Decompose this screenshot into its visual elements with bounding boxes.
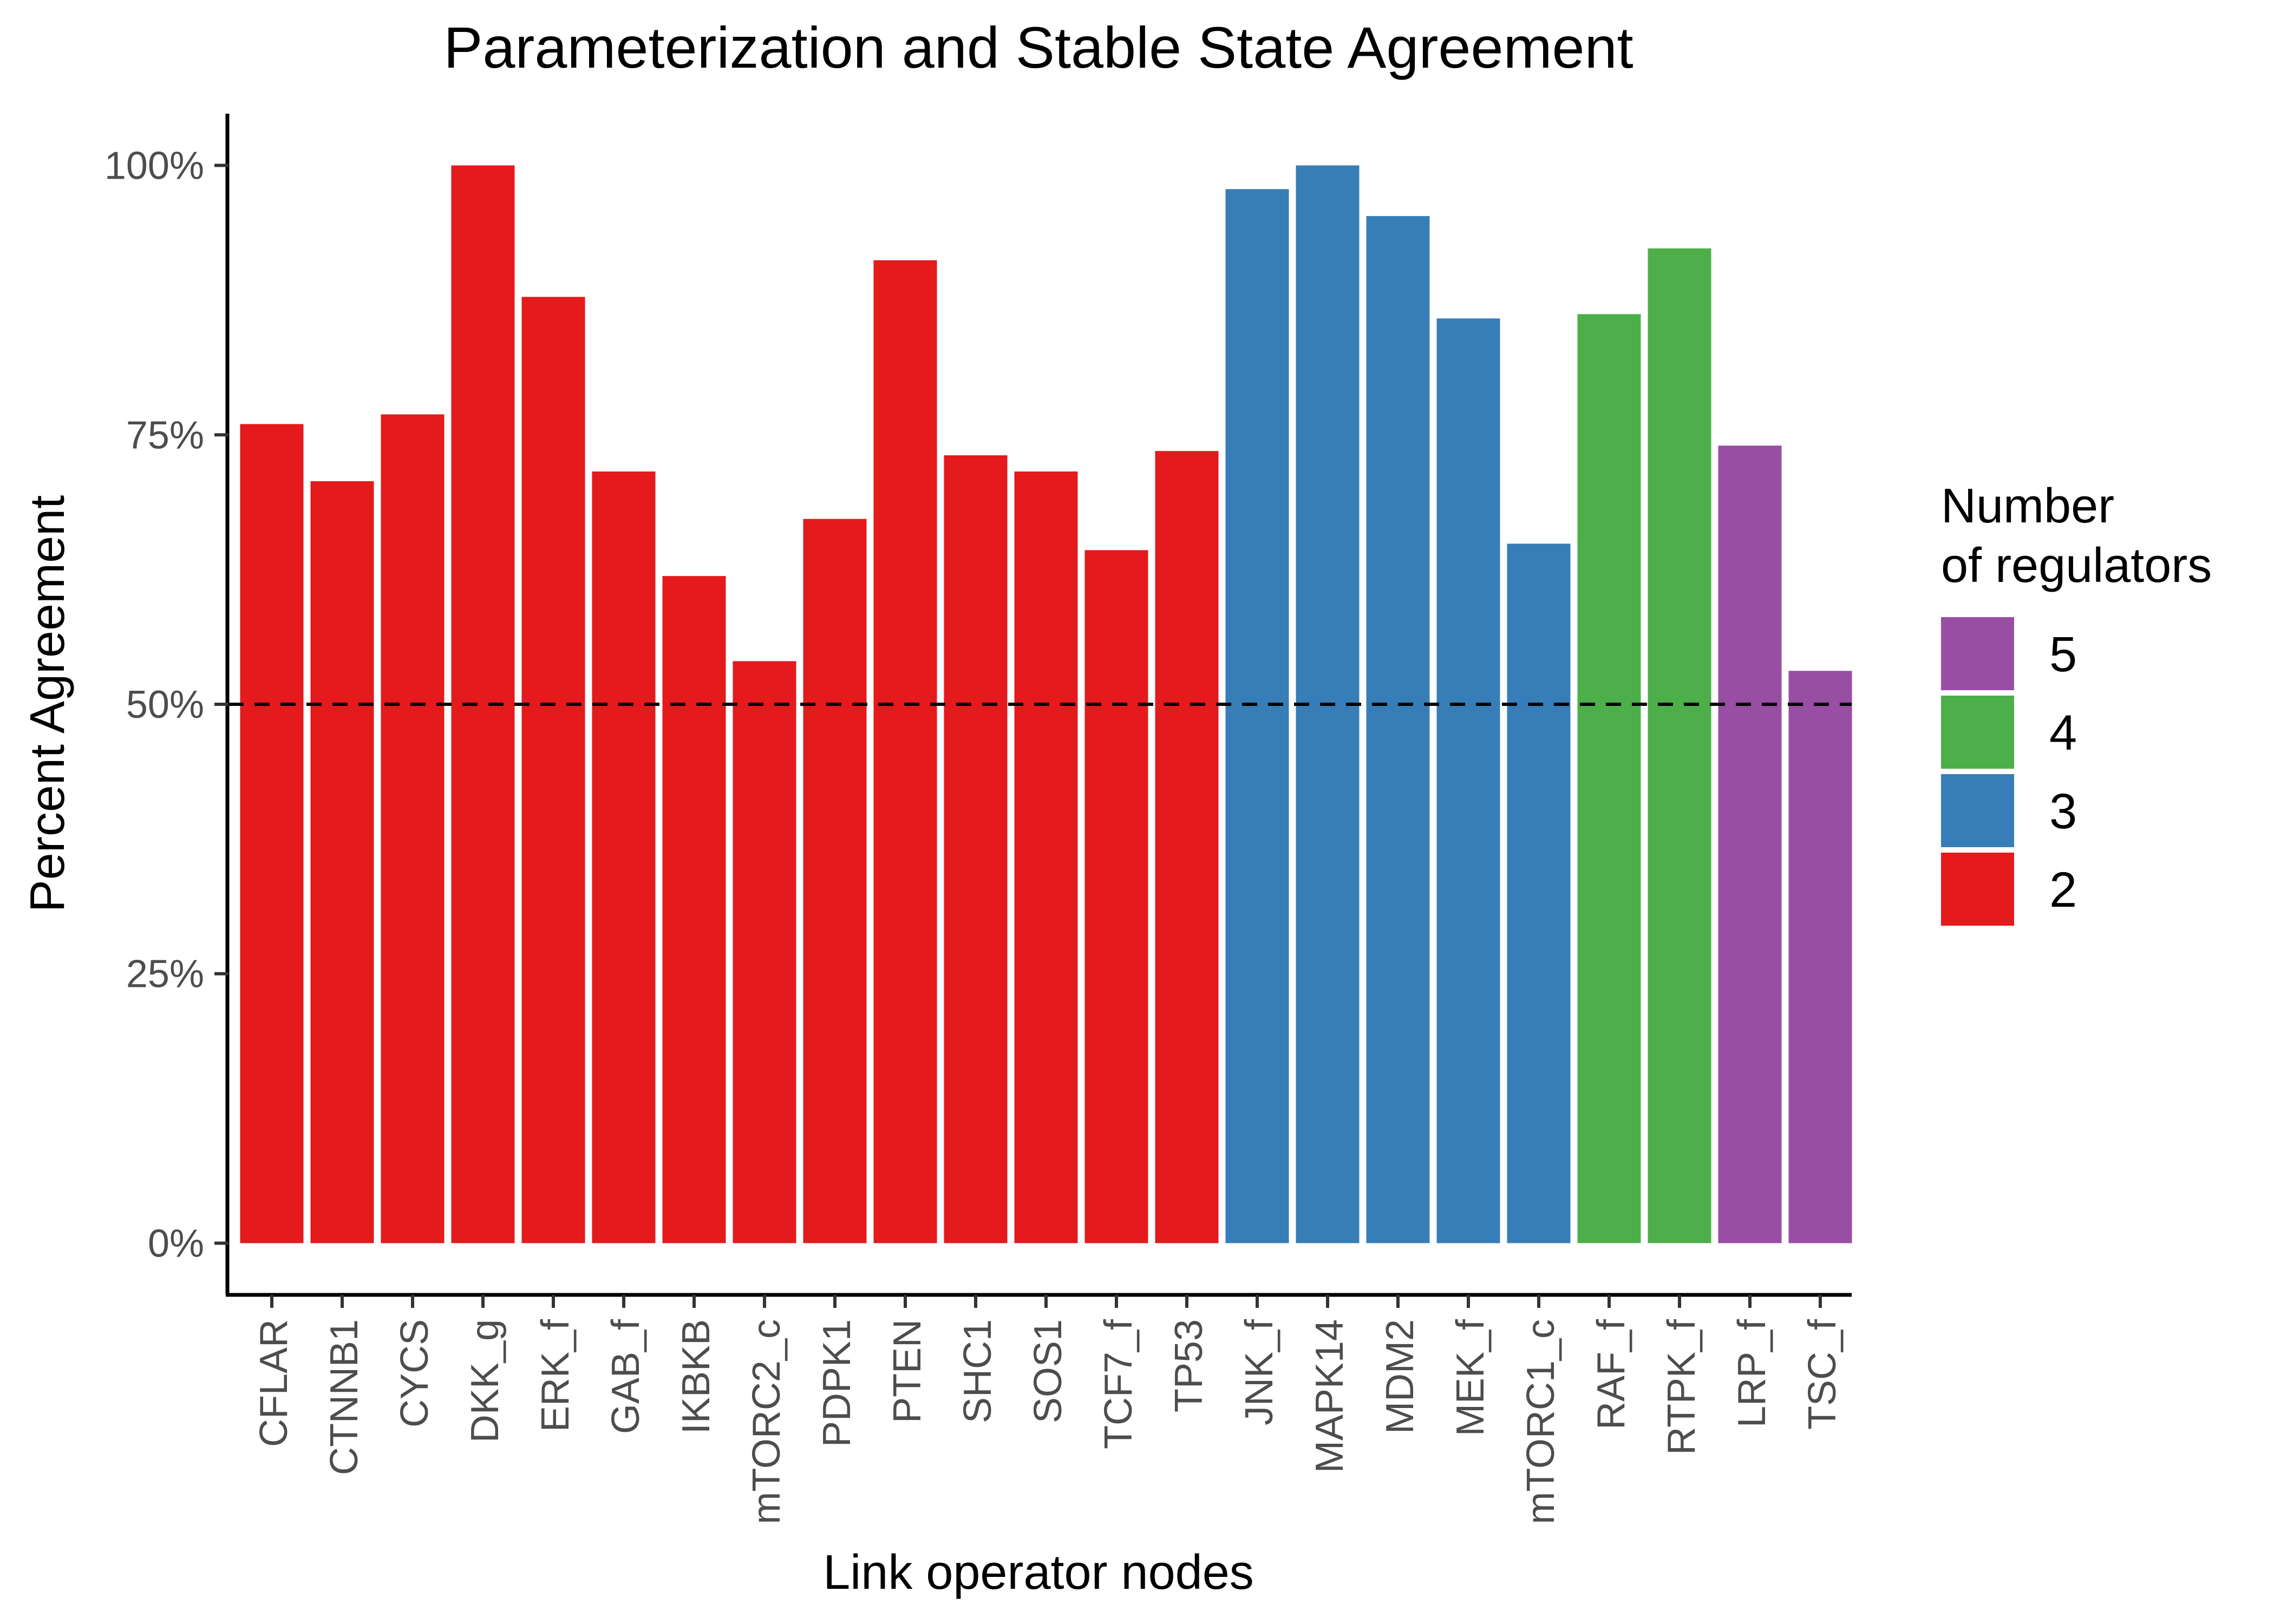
y-axis-ticks: 0% 25% 50% 75% 100% [104, 145, 228, 1265]
bar-GAB_f [592, 471, 656, 1243]
x-tick-label: RAF_f [1590, 1319, 1633, 1430]
bar-CYCS [381, 414, 445, 1243]
bar-RTPK_f [1648, 248, 1711, 1243]
x-axis-label: Link operator nodes [823, 1546, 1254, 1600]
x-tick-label: MEK_f [1449, 1319, 1492, 1436]
bar-RAF_f [1577, 314, 1641, 1243]
legend-label-3: 3 [2049, 784, 2077, 839]
x-tick-label: CFLAR [252, 1319, 296, 1447]
x-tick-label: JNK_f [1238, 1319, 1281, 1425]
legend-swatch-3 [1941, 774, 2014, 847]
legend: Number of regulators 5 4 3 2 [1941, 479, 2212, 926]
x-tick-label: CYCS [393, 1319, 436, 1427]
x-tick-label: GAB_f [604, 1319, 648, 1434]
bar-TP53 [1155, 451, 1219, 1243]
x-tick-label: RTPK_f [1660, 1319, 1703, 1455]
y-tick-label: 25% [126, 953, 204, 996]
bars [240, 165, 1852, 1243]
x-tick-label: PTEN [886, 1319, 929, 1423]
bar-SHC1 [944, 455, 1008, 1243]
bar-IKBKB [662, 576, 726, 1243]
x-tick-label: CTNNB1 [323, 1319, 366, 1475]
x-tick-label: TCF7_f [1097, 1319, 1140, 1449]
bar-mTORC1_c [1507, 543, 1571, 1243]
x-tick-label: SHC1 [956, 1319, 999, 1423]
y-tick-label: 0% [148, 1222, 204, 1265]
bar-mTORC2_c [733, 661, 796, 1243]
legend-label-5: 5 [2049, 627, 2077, 682]
legend-label-4: 4 [2049, 705, 2077, 761]
x-tick-label: TSC_f [1801, 1319, 1844, 1430]
x-tick-label: LRP_f [1730, 1319, 1774, 1427]
x-tick-label: mTORC1_c [1519, 1319, 1563, 1524]
bar-PDPK1 [803, 519, 867, 1243]
legend-swatch-5 [1941, 617, 2014, 690]
bar-CFLAR [240, 424, 304, 1243]
legend-swatch-2 [1941, 853, 2014, 926]
bar-DKK_g [451, 165, 515, 1243]
bar-MDM2 [1366, 216, 1430, 1243]
legend-title-line-2: of regulators [1941, 539, 2212, 593]
x-tick-label: MDM2 [1378, 1319, 1422, 1434]
x-tick-label: ERK_f [534, 1319, 577, 1432]
y-tick-label: 75% [126, 414, 204, 457]
y-axis-label: Percent Agreement [21, 495, 75, 912]
legend-swatch-4 [1941, 696, 2014, 769]
x-tick-label: IKBKB [675, 1319, 718, 1434]
legend-entries: 5 4 3 2 [1941, 617, 2077, 926]
bar-CTNNB1 [310, 481, 374, 1243]
x-tick-label: TP53 [1167, 1319, 1211, 1412]
x-tick-label: DKK_g [463, 1319, 507, 1443]
chart-title: Parameterization and Stable State Agreem… [443, 15, 1633, 80]
bar-TSC_f [1788, 671, 1852, 1243]
legend-title-line-1: Number [1941, 479, 2114, 533]
x-tick-label: MAPK14 [1308, 1319, 1351, 1473]
x-tick-label: PDPK1 [815, 1319, 859, 1447]
bar-TCF7_f [1084, 550, 1148, 1243]
bar-SOS1 [1014, 471, 1078, 1243]
bar-ERK_f [521, 297, 585, 1243]
x-axis-ticks: CFLAR CTNNB1 CYCS DKK_g ERK_f GAB_f IKBKB mTORC… [252, 1295, 1844, 1524]
bar-MEK_f [1436, 318, 1500, 1243]
bar-PTEN [873, 260, 937, 1243]
x-tick-label: SOS1 [1027, 1319, 1070, 1423]
legend-label-2: 2 [2049, 862, 2077, 918]
y-tick-label: 100% [104, 145, 204, 188]
bar-JNK_f [1225, 189, 1289, 1243]
y-tick-label: 50% [126, 683, 204, 726]
bar-LRP_f [1718, 446, 1782, 1243]
x-tick-label: mTORC2_c [745, 1319, 788, 1524]
